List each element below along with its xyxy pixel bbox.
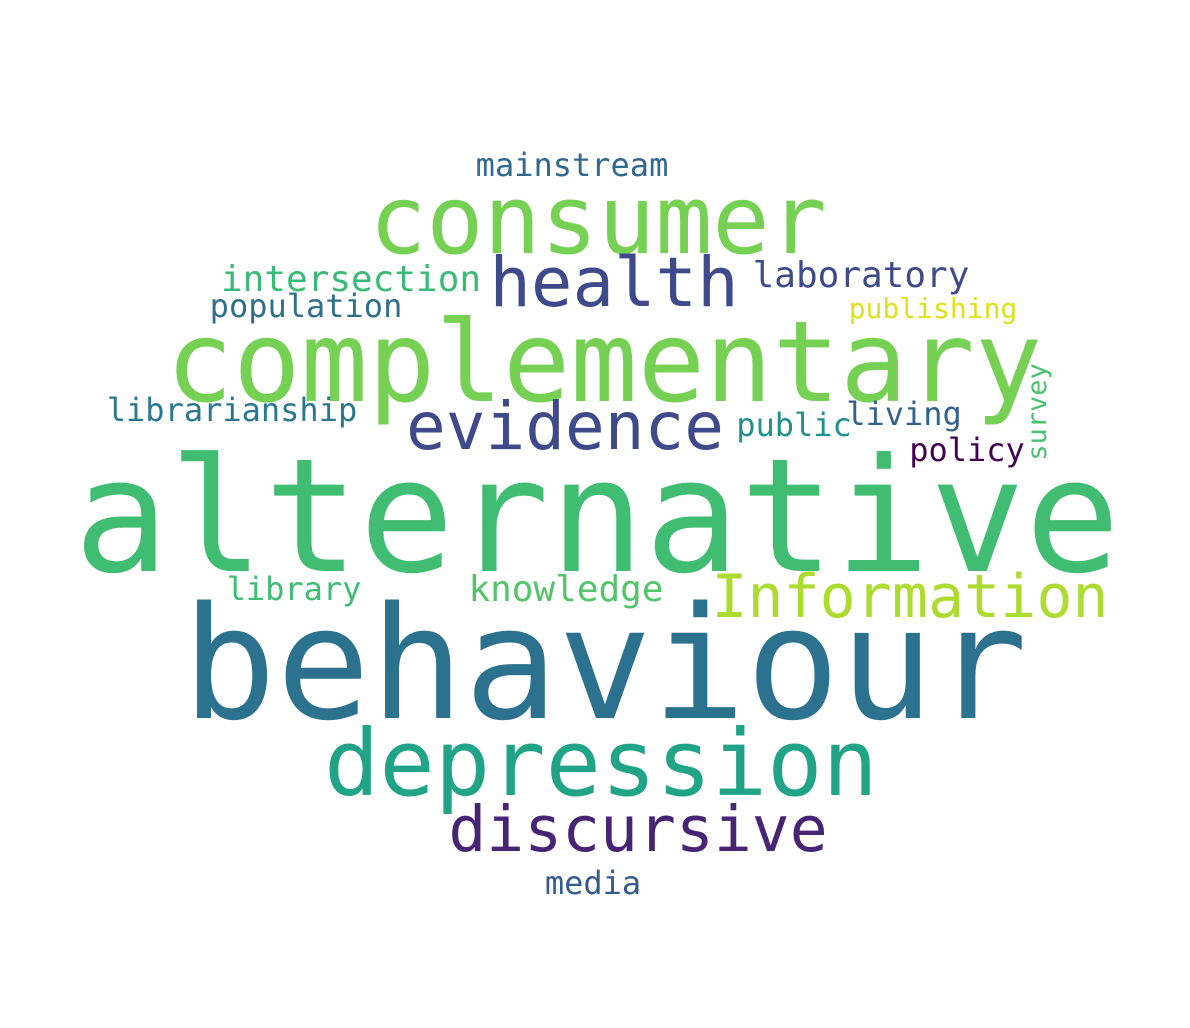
word-information: Information (711, 562, 1108, 632)
word-publishing: publishing (849, 292, 1018, 325)
word-complementary: complementary (166, 298, 1043, 428)
word-consumer: consumer (369, 166, 827, 276)
word-media: media (545, 864, 641, 902)
word-librarianship: librarianship (107, 391, 357, 429)
word-intersection: intersection (221, 259, 481, 300)
word-library: library (227, 570, 362, 608)
word-policy: policy (909, 431, 1025, 469)
word-knowledge: knowledge (468, 569, 663, 610)
word-living: living (846, 395, 962, 433)
word-alternative: alternative (74, 425, 1120, 609)
word-evidence: evidence (406, 388, 724, 465)
word-behaviour: behaviour (182, 573, 1027, 755)
word-mainstream: mainstream (476, 146, 669, 184)
word-survey: survey (1022, 363, 1053, 461)
word-depression: depression (324, 710, 878, 817)
word-population: population (210, 287, 403, 325)
word-discursive: discursive (448, 793, 827, 866)
word-laboratory: laboratory (753, 255, 970, 296)
word-public: public (736, 406, 852, 444)
word-health: health (489, 243, 738, 323)
